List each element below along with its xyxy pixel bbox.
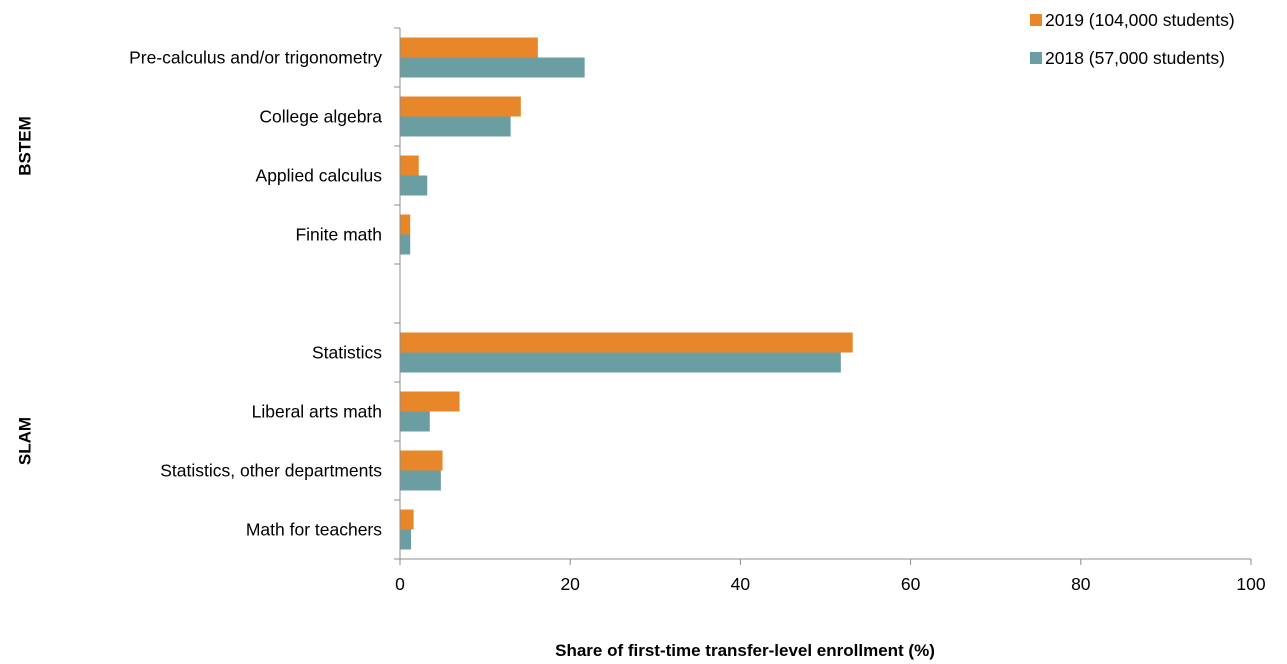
category-label: Applied calculus — [256, 166, 383, 186]
category-labels: Pre-calculus and/or trigonometry College … — [129, 48, 382, 540]
group-label: SLAM — [16, 417, 35, 465]
x-tick-label: 80 — [1071, 574, 1091, 594]
category-label: Liberal arts math — [252, 402, 382, 422]
bar — [400, 57, 585, 78]
legend: 2019 (104,000 students) 2018 (57,000 stud… — [1030, 10, 1235, 68]
legend-label: 2018 (57,000 students) — [1045, 48, 1225, 68]
bar — [400, 175, 428, 196]
category-label: Statistics — [312, 343, 382, 363]
category-label: Statistics, other departments — [160, 461, 382, 481]
x-tick-labels: 0 20 40 60 80 100 — [395, 574, 1266, 594]
bar — [400, 214, 411, 235]
axes-layer — [394, 27, 1252, 565]
bar — [400, 352, 841, 373]
legend-swatch — [1030, 14, 1042, 26]
x-tick-label: 0 — [395, 574, 405, 594]
bar — [400, 116, 511, 137]
x-axis-title: Share of first-time transfer-level enrol… — [555, 641, 935, 660]
bar — [400, 96, 521, 117]
x-tick-label: 60 — [901, 574, 921, 594]
x-tick-label: 20 — [560, 574, 580, 594]
bar — [400, 234, 411, 255]
category-label: Math for teachers — [246, 520, 382, 540]
category-label: Pre-calculus and/or trigonometry — [129, 48, 382, 68]
legend-swatch — [1030, 52, 1042, 64]
x-tick-label: 100 — [1236, 574, 1265, 594]
bars-layer — [400, 37, 853, 550]
category-label: Finite math — [295, 225, 382, 245]
bar — [400, 529, 412, 550]
x-tick-label: 40 — [731, 574, 751, 594]
bar — [400, 37, 538, 58]
bar — [400, 332, 853, 353]
bar — [400, 450, 443, 471]
group-label: BSTEM — [16, 116, 35, 176]
bar — [400, 391, 460, 412]
group-labels: BSTEM SLAM — [16, 116, 35, 465]
bar — [400, 155, 419, 176]
bar — [400, 411, 430, 432]
category-label: College algebra — [259, 107, 382, 127]
bar — [400, 509, 414, 530]
legend-label: 2019 (104,000 students) — [1045, 10, 1235, 30]
bar — [400, 470, 441, 491]
